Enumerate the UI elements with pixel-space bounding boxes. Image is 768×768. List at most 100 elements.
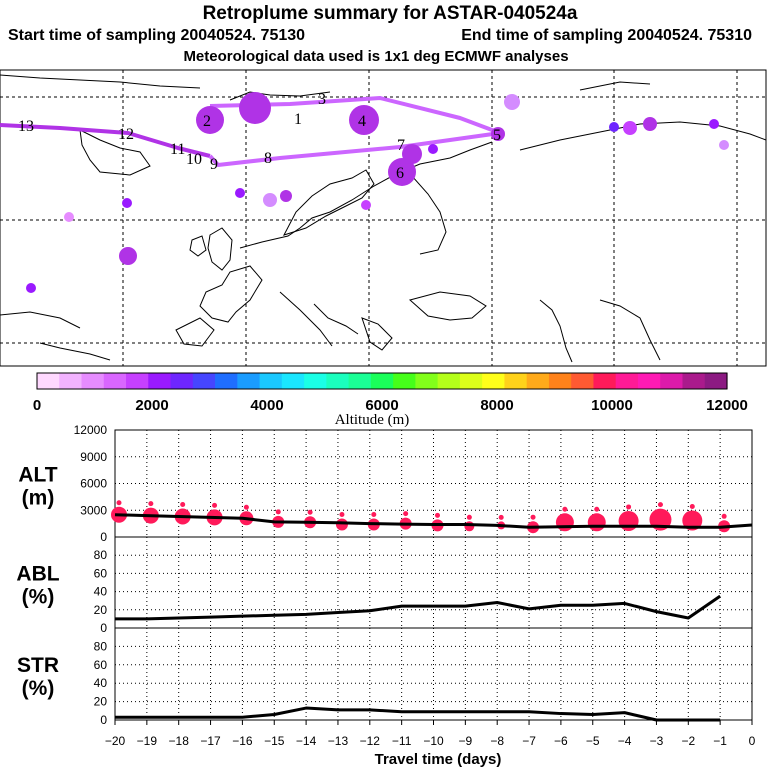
- plume-label: 13: [18, 118, 34, 135]
- plume-label: 9: [210, 156, 218, 173]
- x-axis-label: Travel time (days): [375, 751, 502, 768]
- plume-spread-dot: [403, 511, 409, 517]
- coastlines: [0, 74, 767, 363]
- colorbar-tick-label: 8000: [480, 397, 513, 414]
- plume-spread-dot: [243, 504, 249, 510]
- colorbar-swatch: [682, 373, 706, 389]
- plume-label: 3: [318, 91, 326, 108]
- colorbar-swatch: [259, 373, 283, 389]
- altitude-colorbar: 0 2000 4000 6000 8000 10000 12000 Altitude (m): [33, 372, 748, 428]
- colorbar-swatch: [637, 373, 661, 389]
- x-tick-label: −18: [169, 734, 190, 748]
- colorbar-tick-label: 4000: [250, 397, 283, 414]
- plume-label: 2: [203, 113, 211, 130]
- x-tick-label: −20: [105, 734, 126, 748]
- plume-dot: [335, 518, 348, 531]
- colorbar-swatch: [704, 373, 728, 389]
- plume-spread-dot: [275, 509, 281, 515]
- colorbar-swatch: [348, 373, 372, 389]
- plume-spread-dot: [626, 504, 632, 510]
- map-frame: [0, 69, 767, 367]
- plume-spread-dot: [148, 501, 154, 507]
- colorbar-tick-label: 10000: [591, 397, 633, 414]
- y-tick-label: 60: [94, 658, 108, 672]
- panel-ylabel-unit: (%): [22, 677, 55, 700]
- plume-spread-dot: [657, 502, 663, 508]
- series-line-alt: [114, 513, 753, 529]
- x-tick-label: −4: [618, 734, 632, 748]
- colorbar-tick-label: 0: [33, 397, 41, 414]
- colorbar-swatches: [37, 373, 728, 389]
- colorbar-ticks: 0 2000 4000 6000 8000 10000 12000: [33, 397, 748, 414]
- colorbar-swatch: [593, 373, 617, 389]
- colorbar-swatch: [237, 373, 261, 389]
- plume-label: 8: [264, 150, 272, 167]
- plume-label: 1: [294, 111, 302, 128]
- colorbar-swatch: [660, 373, 684, 389]
- x-tick-label: 0: [749, 734, 756, 748]
- x-tick-label: −3: [650, 734, 664, 748]
- x-tick-label: −15: [264, 734, 285, 748]
- colorbar-swatch: [548, 373, 572, 389]
- plume-spread-dot: [180, 501, 186, 507]
- colorbar-tick-label: 6000: [365, 397, 398, 414]
- colorbar-label: Altitude (m): [335, 412, 410, 428]
- y-tick-label: 80: [94, 639, 108, 653]
- plume-spread-dot: [307, 509, 313, 515]
- colorbar-swatch: [504, 373, 528, 389]
- plume-spread-dot: [689, 504, 695, 510]
- x-tick-label: −17: [200, 734, 221, 748]
- plume-label: 4: [358, 113, 366, 130]
- x-tick-label: −16: [232, 734, 253, 748]
- colorbar-swatch: [459, 373, 483, 389]
- colorbar-swatch: [148, 373, 172, 389]
- x-tick-label: −9: [459, 734, 473, 748]
- panel-ylabel: ALT: [18, 464, 57, 487]
- plume-label: 10: [186, 151, 202, 168]
- plume-spread-dot: [339, 512, 345, 518]
- colorbar-tick-label: 2000: [135, 397, 168, 414]
- plume-labels: 13 12 11 10 9 8 7 6 5 4 3 2 1: [18, 91, 501, 182]
- panel-ylabel: STR: [17, 654, 59, 677]
- plume-label: 7: [397, 137, 405, 154]
- y-tick-label: 9000: [80, 450, 107, 464]
- colorbar-swatch: [615, 373, 639, 389]
- plume-spread-dot: [530, 514, 536, 520]
- plume-dot: [555, 513, 574, 532]
- x-tick-label: −5: [586, 734, 600, 748]
- end-time: End time of sampling 20040524. 75310: [461, 27, 752, 44]
- panel-str: 0 20 40 60 80 STR(%): [17, 627, 753, 727]
- panel-ylabel-unit: (%): [22, 586, 55, 609]
- colorbar-swatch: [103, 373, 127, 389]
- y-tick-label: 0: [100, 713, 107, 727]
- y-tick-label: 40: [94, 676, 108, 690]
- plume-spread-dot: [116, 500, 122, 506]
- panel-frame: [114, 536, 753, 629]
- met-data-note: Meteorological data used is 1x1 deg ECMW…: [183, 48, 568, 65]
- colorbar-swatch: [482, 373, 506, 389]
- y-tick-label: 12000: [74, 423, 108, 437]
- y-tick-label: 0: [100, 621, 107, 635]
- x-tick-label: −11: [392, 734, 412, 748]
- plume-dot: [464, 521, 475, 532]
- colorbar-swatch: [326, 373, 350, 389]
- plume-spread-dot: [435, 512, 440, 518]
- y-tick-label: 20: [94, 603, 108, 617]
- y-tick-label: 80: [94, 548, 108, 562]
- plume-spread-dot: [562, 506, 568, 512]
- plume-spread-dot: [212, 502, 218, 508]
- panel-frame: [114, 627, 753, 721]
- colorbar-swatch: [370, 373, 394, 389]
- y-tick-label: 40: [94, 585, 108, 599]
- x-tick-label: −7: [522, 734, 536, 748]
- colorbar-swatch: [393, 373, 416, 389]
- y-tick-label: 60: [94, 566, 108, 580]
- colorbar-tick-label: 12000: [706, 397, 748, 414]
- colorbar-swatch: [126, 373, 149, 389]
- colorbar-swatch: [526, 373, 550, 389]
- plume-label: 11: [170, 141, 185, 158]
- x-tick-label: −13: [328, 734, 349, 748]
- colorbar-swatch: [281, 373, 305, 389]
- y-tick-label: 20: [94, 695, 108, 709]
